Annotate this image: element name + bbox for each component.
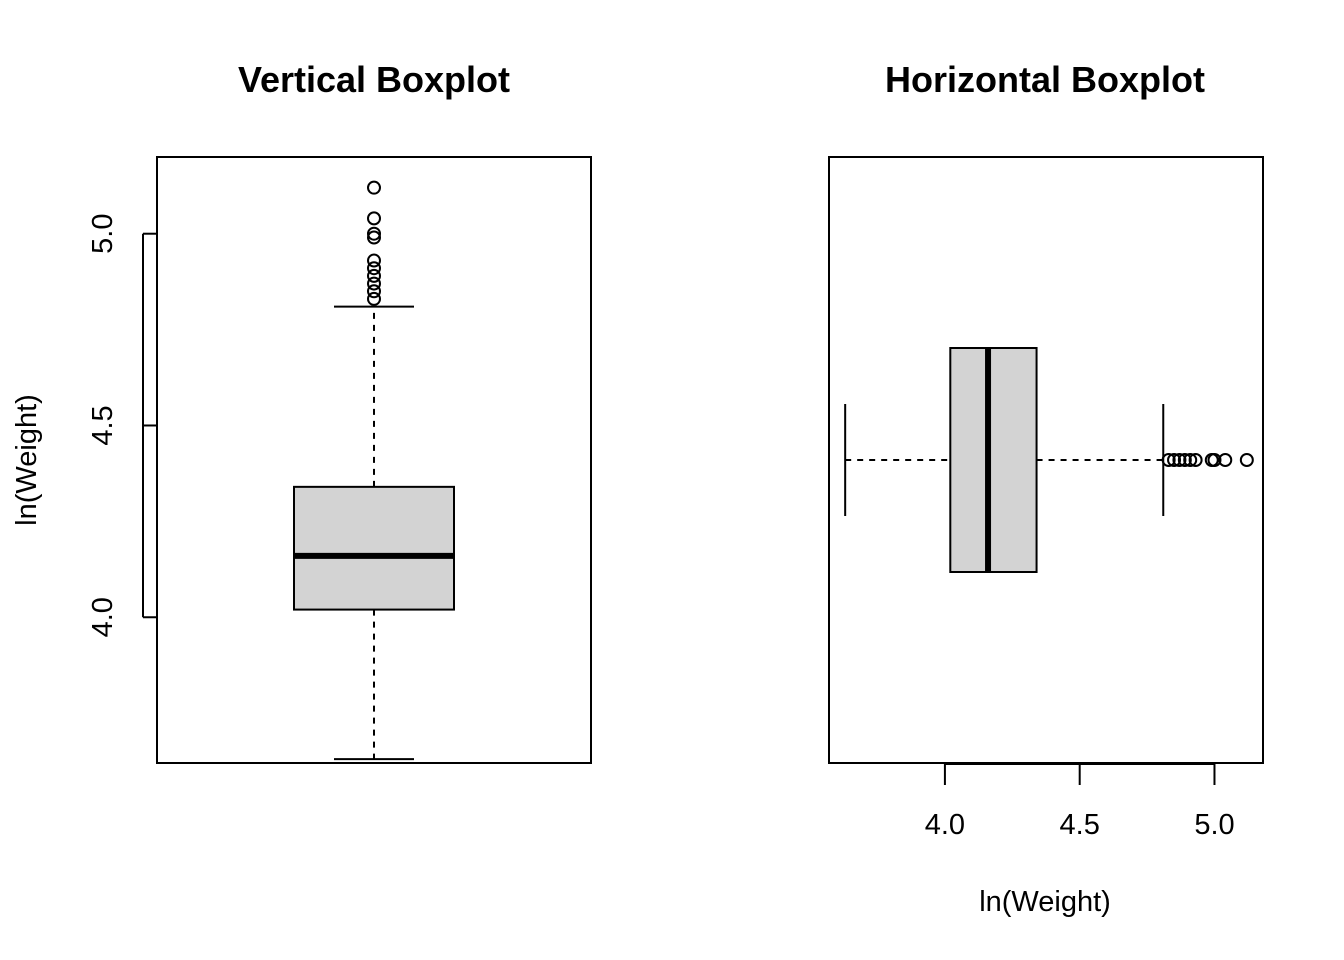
vertical-boxplot-outlier (367, 268, 381, 283)
horizontal-boxplot-x-axis: 4.0 4.5 5.0 (925, 763, 1235, 841)
vertical-boxplot-y-axis-label: ln(Weight) (11, 394, 43, 526)
vertical-boxplot-frame (156, 156, 592, 764)
vertical-boxplot-panel: Vertical Boxplot ln(Weight) 4.0 4.5 5.0 (11, 59, 592, 764)
vertical-boxplot-y-tick-label: 4.0 (87, 597, 119, 637)
vertical-boxplot-outlier (367, 276, 381, 291)
horizontal-boxplot-outlier (1167, 453, 1182, 467)
horizontal-boxplot-outlier (1207, 453, 1222, 467)
vertical-boxplot-outlier (367, 291, 381, 306)
vertical-boxplot-outlier (367, 180, 381, 195)
horizontal-boxplot-outlier (1218, 453, 1233, 467)
vertical-boxplot-outlier (367, 253, 381, 268)
horizontal-boxplot-outlier (1172, 453, 1187, 467)
horizontal-boxplot-panel: Horizontal Boxplot ln(Weight) 4.0 4.5 5.0 (828, 59, 1264, 918)
vertical-boxplot-outlier (367, 261, 381, 276)
horizontal-boxplot-x-tick-label: 5.0 (1194, 809, 1234, 841)
horizontal-boxplot-box-group (844, 347, 1254, 573)
vertical-boxplot-outlier (367, 226, 381, 241)
vertical-boxplot-title: Vertical Boxplot (238, 59, 510, 100)
vertical-boxplot-outlier (367, 211, 381, 226)
vertical-boxplot-box (293, 485, 455, 611)
vertical-boxplot-y-tick-label: 5.0 (87, 214, 119, 254)
horizontal-boxplot-title: Horizontal Boxplot (885, 59, 1205, 100)
vertical-boxplot-outlier (367, 284, 381, 299)
horizontal-boxplot-x-axis-label: ln(Weight) (979, 886, 1111, 918)
vertical-boxplot-y-axis: 4.0 4.5 5.0 (87, 214, 156, 637)
horizontal-boxplot-x-tick-label: 4.5 (1060, 809, 1100, 841)
horizontal-boxplot-outlier (1188, 453, 1203, 467)
vertical-boxplot-box-group (293, 180, 455, 761)
vertical-boxplot-y-tick-label: 4.5 (87, 405, 119, 445)
horizontal-boxplot-outlier (1183, 453, 1198, 467)
horizontal-boxplot-outlier (1161, 453, 1176, 467)
horizontal-boxplot-x-tick-label: 4.0 (925, 809, 965, 841)
horizontal-boxplot-box (949, 347, 1038, 573)
vertical-boxplot-outlier (367, 230, 381, 245)
horizontal-boxplot-outlier (1239, 453, 1254, 467)
horizontal-boxplot-outlier (1177, 453, 1192, 467)
